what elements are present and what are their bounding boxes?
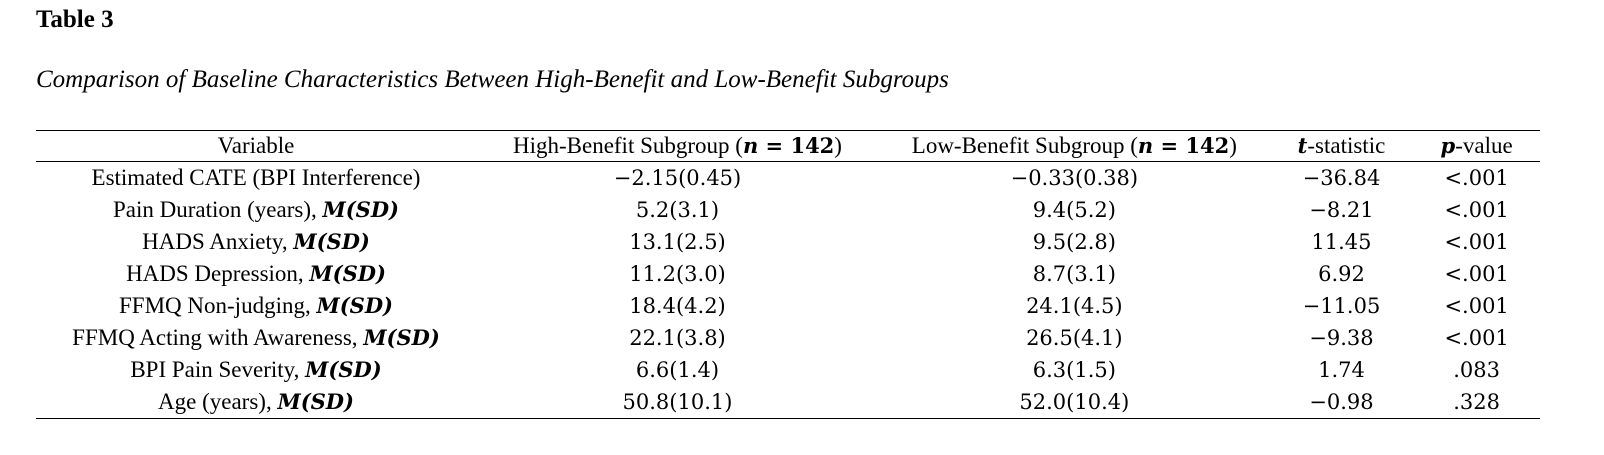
cell-p: .083 <box>1453 358 1500 382</box>
cell-low: 52.0(10.4) <box>878 386 1270 419</box>
cell-low: 9.5(2.8) <box>1032 230 1116 254</box>
cell-high: 50.8(10.1) <box>476 386 879 419</box>
cell-t: 6.92 <box>1318 262 1365 286</box>
variable-stat: M(SD) <box>363 325 440 350</box>
cell-low: 24.1(4.5) <box>1026 294 1123 318</box>
cell-p: <.001 <box>1444 262 1509 286</box>
cell-p: .328 <box>1413 386 1540 419</box>
cell-variable: Age (years), M(SD) <box>36 386 476 419</box>
cell-t: 11.45 <box>1311 230 1372 254</box>
comparison-table: Variable High-Benefit Subgroup (n = 142)… <box>36 130 1540 419</box>
cell-variable: Pain Duration (years), M(SD) <box>36 194 476 226</box>
cell-variable: Estimated CATE (BPI Interference) <box>36 162 476 195</box>
variable-label: HADS Depression, <box>126 261 310 286</box>
variable-label: FFMQ Acting with Awareness, <box>72 325 364 350</box>
cell-variable: BPI Pain Severity, M(SD) <box>36 354 476 386</box>
table-row: BPI Pain Severity, M(SD) 6.6(1.4) 6.3(1.… <box>36 354 1540 386</box>
cell-t: −0.98 <box>1269 386 1414 419</box>
header-low-n-eq: = <box>1153 133 1186 158</box>
cell-high: 22.1(3.8) <box>629 326 726 350</box>
variable-stat: M(SD) <box>309 261 386 286</box>
header-low-n-val: 142 <box>1185 133 1230 158</box>
header-high-n-var: n <box>742 133 759 158</box>
header-t-statistic: t-statistic <box>1269 130 1414 162</box>
variable-stat: M(SD) <box>277 389 354 414</box>
cell-low: 8.7(3.1) <box>1032 262 1116 286</box>
table-row: Age (years), M(SD) 50.8(10.1) 52.0(10.4)… <box>36 386 1540 419</box>
header-high-benefit: High-Benefit Subgroup (n = 142) <box>476 130 879 162</box>
cell-p: <.001 <box>1444 198 1509 222</box>
table-row: Estimated CATE (BPI Interference) −2.15(… <box>36 162 1540 195</box>
header-p-var: p <box>1440 133 1456 158</box>
cell-variable: FFMQ Non-judging, M(SD) <box>36 290 476 322</box>
cell-low: −0.33(0.38) <box>1010 166 1139 190</box>
header-high-prefix: High-Benefit Subgroup ( <box>512 133 743 158</box>
variable-stat: M(SD) <box>322 197 400 222</box>
variable-stat: M(SD) <box>316 293 393 318</box>
cell-low: 26.5(4.1) <box>1026 326 1123 350</box>
table-row: FFMQ Acting with Awareness, M(SD) 22.1(3… <box>36 322 1540 354</box>
cell-high: 11.2(3.0) <box>629 262 726 286</box>
header-row: Variable High-Benefit Subgroup (n = 142)… <box>36 130 1540 162</box>
variable-label: Age (years), <box>158 389 278 414</box>
table-row: HADS Anxiety, M(SD) 13.1(2.5) 9.5(2.8) 1… <box>36 226 1540 258</box>
header-t-rest: -statistic <box>1307 133 1386 158</box>
cell-low: 9.4(5.2) <box>1032 198 1116 222</box>
table-row: Pain Duration (years), M(SD) 5.2(3.1) 9.… <box>36 194 1540 226</box>
cell-p: <.001 <box>1444 166 1509 190</box>
variable-label: Pain Duration (years), <box>113 197 323 222</box>
cell-high: −2.15(0.45) <box>613 166 742 190</box>
cell-high: 18.4(4.2) <box>629 294 726 318</box>
cell-t: 1.74 <box>1318 358 1365 382</box>
cell-p: <.001 <box>1444 294 1509 318</box>
cell-variable: HADS Anxiety, M(SD) <box>36 226 476 258</box>
cell-t: −9.38 <box>1309 326 1374 350</box>
header-high-suffix: ) <box>834 133 842 158</box>
header-p-rest: -value <box>1455 133 1513 158</box>
header-variable: Variable <box>36 130 476 162</box>
cell-high: 13.1(2.5) <box>629 230 726 254</box>
cell-high: 5.2(3.1) <box>635 198 720 222</box>
header-low-suffix: ) <box>1229 133 1237 158</box>
table-caption: Comparison of Baseline Characteristics B… <box>36 66 949 93</box>
variable-stat: M(SD) <box>293 229 370 254</box>
variable-label: BPI Pain Severity, <box>130 357 306 382</box>
variable-label: FFMQ Non-judging, <box>119 293 317 318</box>
cell-high: 6.6(1.4) <box>635 358 720 382</box>
cell-variable: FFMQ Acting with Awareness, M(SD) <box>36 322 476 354</box>
header-low-benefit: Low-Benefit Subgroup (n = 142) <box>878 130 1270 162</box>
variable-label: HADS Anxiety, <box>142 229 294 254</box>
variable-stat: M(SD) <box>305 357 382 382</box>
cell-p: <.001 <box>1444 230 1509 254</box>
table-row: FFMQ Non-judging, M(SD) 18.4(4.2) 24.1(4… <box>36 290 1540 322</box>
header-high-n-eq: = <box>758 133 791 158</box>
header-high-n-val: 142 <box>790 133 835 158</box>
cell-low: 6.3(1.5) <box>1032 358 1116 382</box>
cell-p: <.001 <box>1444 326 1509 350</box>
variable-label: Estimated CATE (BPI Interference) <box>91 165 421 190</box>
cell-t: −36.84 <box>1302 166 1381 190</box>
header-low-n-var: n <box>1137 133 1154 158</box>
table-row: HADS Depression, M(SD) 11.2(3.0) 8.7(3.1… <box>36 258 1540 290</box>
table-label: Table 3 <box>36 6 114 33</box>
cell-variable: HADS Depression, M(SD) <box>36 258 476 290</box>
header-variable-text: Variable <box>217 133 295 158</box>
cell-t: −11.05 <box>1302 294 1381 318</box>
header-low-prefix: Low-Benefit Subgroup ( <box>911 133 1138 158</box>
cell-t: −8.21 <box>1309 198 1374 222</box>
header-t-var: t <box>1297 133 1308 158</box>
header-p-value: p-value <box>1413 130 1540 162</box>
